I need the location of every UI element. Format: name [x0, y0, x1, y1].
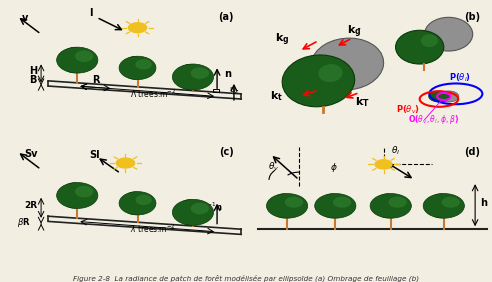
Ellipse shape — [423, 193, 464, 218]
Ellipse shape — [282, 55, 355, 107]
Text: $\theta_l$: $\theta_l$ — [391, 145, 400, 157]
Text: (d): (d) — [464, 147, 480, 157]
Text: S$^{-1}$n: S$^{-1}$n — [200, 201, 222, 213]
Text: O($\theta_v,\theta_l,\phi,\beta$): O($\theta_v,\theta_l,\phi,\beta$) — [408, 113, 459, 126]
Text: 2R: 2R — [24, 201, 37, 210]
Text: P($\theta_l$): P($\theta_l$) — [449, 72, 471, 84]
Text: R: R — [92, 76, 99, 85]
Text: $\theta_v$: $\theta_v$ — [268, 160, 279, 173]
Text: h: h — [480, 198, 487, 208]
Ellipse shape — [428, 193, 453, 218]
Ellipse shape — [441, 197, 460, 208]
Text: n: n — [224, 69, 231, 79]
Ellipse shape — [135, 59, 152, 70]
Text: u$_z$: u$_z$ — [229, 85, 240, 96]
Text: l: l — [90, 8, 93, 18]
Text: Figure 2-8  La radiance de patch de forêt modélisée par ellipsoïde (a) Ombrage d: Figure 2-8 La radiance de patch de forêt… — [73, 274, 419, 282]
Text: $\Lambda$ trees.m$^{-2}$: $\Lambda$ trees.m$^{-2}$ — [130, 87, 176, 100]
Ellipse shape — [438, 91, 459, 102]
Ellipse shape — [396, 30, 444, 64]
Ellipse shape — [119, 56, 156, 80]
Text: (c): (c) — [219, 147, 234, 157]
Text: $\beta$R: $\beta$R — [17, 216, 31, 229]
Ellipse shape — [370, 193, 411, 218]
Text: $\phi$: $\phi$ — [331, 160, 338, 173]
Ellipse shape — [123, 191, 146, 215]
Ellipse shape — [135, 195, 152, 205]
Text: $\mathbf{k_g}$: $\mathbf{k_g}$ — [275, 31, 289, 48]
Text: v: v — [22, 13, 28, 23]
Ellipse shape — [267, 193, 308, 218]
Ellipse shape — [285, 197, 303, 208]
Ellipse shape — [172, 64, 214, 90]
Ellipse shape — [191, 202, 209, 214]
Ellipse shape — [123, 56, 146, 80]
Ellipse shape — [75, 186, 93, 197]
Text: Sv: Sv — [24, 149, 38, 158]
Ellipse shape — [425, 17, 473, 51]
Text: Sl: Sl — [90, 150, 100, 160]
Ellipse shape — [271, 193, 296, 218]
Ellipse shape — [421, 34, 438, 47]
Ellipse shape — [177, 64, 202, 90]
Text: P($\theta_v$): P($\theta_v$) — [396, 103, 420, 116]
Circle shape — [128, 23, 147, 33]
Text: $\lambda$ trees.m$^{-2}$: $\lambda$ trees.m$^{-2}$ — [130, 223, 176, 235]
Ellipse shape — [75, 50, 93, 62]
Ellipse shape — [315, 193, 356, 218]
Ellipse shape — [57, 47, 98, 73]
Ellipse shape — [119, 191, 156, 215]
Ellipse shape — [57, 182, 98, 208]
Ellipse shape — [333, 197, 351, 208]
Ellipse shape — [61, 182, 87, 208]
Ellipse shape — [429, 91, 449, 102]
Ellipse shape — [319, 193, 344, 218]
Ellipse shape — [375, 193, 400, 218]
Ellipse shape — [172, 199, 214, 225]
Circle shape — [375, 160, 392, 169]
Ellipse shape — [318, 64, 342, 82]
Text: $\mathbf{k_{\bar{T}}}$: $\mathbf{k_{\bar{T}}}$ — [355, 96, 369, 109]
Ellipse shape — [389, 197, 407, 208]
Ellipse shape — [61, 47, 87, 73]
Text: (a): (a) — [218, 12, 234, 22]
Circle shape — [116, 158, 135, 168]
Ellipse shape — [191, 67, 209, 79]
Ellipse shape — [177, 199, 202, 225]
Text: $\mathbf{k_t}$: $\mathbf{k_t}$ — [270, 89, 283, 103]
Text: B: B — [29, 76, 36, 85]
Bar — [214, 89, 219, 92]
Text: $\mathbf{k_{\bar{g}}}$: $\mathbf{k_{\bar{g}}}$ — [347, 24, 362, 40]
Ellipse shape — [311, 38, 384, 90]
Text: H: H — [29, 66, 37, 76]
Text: (b): (b) — [464, 12, 480, 22]
